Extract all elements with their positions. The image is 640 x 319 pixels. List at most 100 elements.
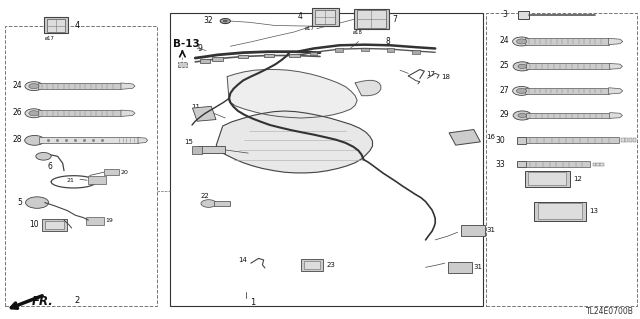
Bar (527, 113, 610, 118)
Bar (600, 163, 604, 166)
Bar (42, 219, 67, 231)
Polygon shape (609, 88, 623, 94)
Text: 25: 25 (500, 61, 509, 70)
Text: 31: 31 (474, 264, 483, 270)
Text: 9: 9 (197, 44, 202, 53)
Circle shape (25, 82, 43, 91)
Circle shape (513, 37, 531, 46)
Polygon shape (227, 70, 357, 118)
Text: ø17: ø17 (45, 36, 54, 41)
Circle shape (518, 113, 527, 118)
Bar (178, 62, 187, 67)
Bar (449, 130, 481, 145)
Bar (44, 17, 68, 33)
Bar (461, 225, 485, 236)
Text: 16: 16 (486, 134, 495, 140)
Bar (193, 106, 216, 121)
Bar (518, 11, 529, 19)
Polygon shape (121, 83, 135, 89)
Bar (517, 161, 526, 167)
Text: ø17: ø17 (305, 26, 315, 31)
Bar (104, 169, 119, 175)
Text: 27: 27 (500, 86, 509, 95)
Circle shape (513, 62, 531, 71)
Text: 6: 6 (48, 162, 53, 171)
Text: 2: 2 (74, 296, 79, 305)
Text: 15: 15 (184, 139, 193, 145)
Polygon shape (216, 111, 372, 173)
Bar (517, 137, 526, 144)
Bar (38, 110, 121, 116)
Text: FR.: FR. (32, 295, 54, 308)
Circle shape (223, 20, 227, 22)
Bar (387, 48, 394, 52)
Text: 17: 17 (426, 71, 435, 77)
Circle shape (516, 88, 527, 93)
Bar (315, 10, 335, 24)
Text: 4: 4 (74, 21, 79, 30)
Bar (528, 172, 566, 185)
Text: 30: 30 (496, 136, 506, 145)
Bar (304, 261, 320, 269)
Text: 29: 29 (500, 110, 509, 119)
Text: B-13: B-13 (173, 39, 200, 49)
Circle shape (29, 84, 39, 89)
Bar (238, 55, 248, 58)
Text: 28: 28 (12, 135, 22, 144)
Bar (526, 161, 590, 167)
Polygon shape (610, 63, 623, 69)
Text: 3: 3 (502, 10, 507, 19)
Circle shape (25, 109, 43, 118)
Bar (47, 19, 65, 32)
Text: 12: 12 (573, 176, 582, 182)
Text: 21: 21 (67, 178, 74, 183)
Bar (629, 138, 632, 142)
Bar (633, 138, 636, 142)
Text: 19: 19 (106, 218, 113, 223)
Bar (361, 48, 369, 51)
Circle shape (513, 86, 531, 95)
Text: 32: 32 (204, 16, 213, 25)
Circle shape (29, 111, 39, 116)
Bar (526, 137, 619, 143)
Bar (45, 221, 64, 229)
Bar (596, 163, 600, 166)
Text: 31: 31 (486, 227, 495, 233)
Bar (198, 146, 225, 153)
Polygon shape (138, 137, 148, 143)
Bar (39, 137, 138, 143)
Text: TL24E0700B: TL24E0700B (586, 307, 634, 315)
Bar (486, 13, 637, 306)
Bar (525, 171, 570, 187)
Text: 33: 33 (496, 160, 506, 169)
Bar (192, 146, 202, 154)
Text: 13: 13 (589, 208, 598, 214)
Text: 5: 5 (17, 198, 22, 207)
Text: 10: 10 (29, 220, 38, 229)
Circle shape (25, 136, 44, 145)
Bar (264, 54, 274, 57)
Bar (38, 83, 121, 89)
Polygon shape (121, 110, 135, 116)
Bar (534, 202, 586, 221)
Text: 4: 4 (297, 12, 302, 21)
Polygon shape (610, 113, 623, 118)
Bar (88, 176, 106, 184)
Bar (448, 262, 472, 273)
Bar (527, 63, 610, 69)
Bar (335, 48, 343, 52)
Bar (86, 217, 104, 225)
Text: 26: 26 (12, 108, 22, 117)
Circle shape (518, 64, 527, 69)
Bar (301, 259, 323, 271)
Bar (593, 163, 596, 166)
Bar (621, 138, 625, 142)
Text: 22: 22 (200, 193, 209, 198)
Bar (170, 13, 483, 306)
Polygon shape (355, 80, 381, 96)
Bar (214, 201, 230, 206)
Bar (312, 8, 339, 26)
Text: 18: 18 (442, 74, 451, 79)
Text: 11: 11 (191, 104, 200, 110)
Circle shape (36, 152, 51, 160)
